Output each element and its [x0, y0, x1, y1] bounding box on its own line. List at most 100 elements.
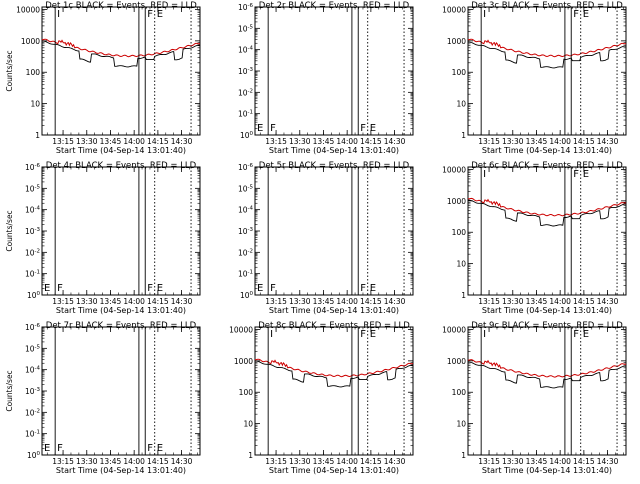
plot-frame	[41, 326, 201, 456]
lld-series-line	[468, 359, 627, 378]
plot-frame	[467, 166, 627, 296]
time-marker-label: F	[360, 283, 366, 294]
y-tick-label: 1	[35, 131, 40, 140]
y-tick-label: 10-6	[25, 323, 41, 332]
x-tick-label: 14:00	[549, 297, 571, 306]
x-tick-label: 13:15	[478, 457, 500, 466]
x-tick-label: 14:15	[573, 137, 595, 146]
time-marker-label: E	[370, 123, 376, 134]
y-tick-label: 10-1	[238, 110, 253, 119]
x-tick-label: 13:30	[502, 457, 524, 466]
time-marker-label: E	[157, 9, 163, 20]
events-series-line	[42, 40, 201, 68]
panel-title: Det 7r BLACK = Events, RED = LLD	[46, 321, 197, 331]
x-tick-label: 13:15	[478, 297, 500, 306]
x-axis-label: Start Time (04-Sep-14 13:01:40)	[482, 466, 612, 475]
plot-frame	[41, 6, 201, 136]
time-marker-label: F	[57, 443, 63, 454]
plot-frame	[254, 6, 414, 136]
y-tick-label: 100	[239, 388, 254, 397]
x-axis-label: Start Time (04-Sep-14 13:01:40)	[269, 146, 399, 155]
panel-title: Det 4r BLACK = Events, RED = LLD	[46, 161, 197, 171]
y-tick-label: 10-6	[238, 3, 254, 12]
x-tick-label: 14:15	[147, 297, 169, 306]
x-tick-label: 14:15	[360, 457, 382, 466]
y-tick-label: 10-2	[25, 248, 40, 257]
x-tick-label: 14:00	[123, 137, 145, 146]
y-tick-label: 10-4	[238, 46, 254, 55]
det-panel-4: Det 4r BLACK = Events, RED = LLD 100 10-1 1…	[5, 161, 201, 315]
x-axis-label: Start Time (04-Sep-14 13:01:40)	[269, 466, 399, 475]
lld-series-line	[467, 197, 627, 217]
y-tick-label: 10-3	[25, 387, 41, 396]
y-tick-label: 10-1	[238, 270, 253, 279]
events-series-line	[255, 360, 414, 388]
y-tick-label: 10000	[229, 325, 253, 334]
x-tick-label: 13:45	[313, 137, 335, 146]
y-tick-label: 1	[461, 291, 466, 300]
time-marker-label: I	[483, 329, 486, 340]
panel-title: Det 3c BLACK = Events, RED = LLD	[471, 1, 623, 11]
x-tick-label: 13:15	[265, 457, 287, 466]
plot-frame	[254, 166, 414, 296]
time-marker-label: E	[370, 283, 376, 294]
x-axis-label: Start Time (04-Sep-14 13:01:40)	[56, 306, 186, 315]
y-tick-label: 10-1	[25, 270, 40, 279]
x-tick-label: 13:45	[526, 457, 548, 466]
x-tick-label: 13:15	[265, 137, 287, 146]
panel-title: Det 9c BLACK = Events, RED = LLD	[471, 321, 623, 331]
x-tick-label: 13:15	[478, 137, 500, 146]
y-tick-label: 10-2	[238, 248, 253, 257]
y-tick-label: 10-1	[25, 430, 40, 439]
x-tick-label: 14:30	[384, 137, 406, 146]
y-axis-label: Counts/sec	[5, 50, 14, 91]
x-tick-label: 13:45	[100, 297, 122, 306]
y-tick-label: 1000	[21, 37, 40, 46]
x-tick-label: 14:30	[384, 297, 406, 306]
x-tick-label: 14:00	[336, 137, 358, 146]
lld-series-line	[41, 38, 201, 58]
y-tick-label: 1000	[447, 37, 466, 46]
y-tick-label: 10-3	[25, 227, 41, 236]
det-panel-9: Det 9c BLACK = Events, RED = LLD 1 10 100 10…	[442, 321, 627, 475]
x-tick-label: 13:30	[289, 297, 311, 306]
x-axis-label: Start Time (04-Sep-14 13:01:40)	[56, 466, 186, 475]
panel-title: Det 2r BLACK = Events, RED = LLD	[259, 1, 410, 11]
det-panel-7: Det 7r BLACK = Events, RED = LLD 100 10-1 1…	[5, 321, 201, 475]
events-series-line	[468, 41, 627, 69]
time-marker-label: E	[257, 283, 263, 294]
x-tick-label: 14:15	[360, 297, 382, 306]
x-axis-label: Start Time (04-Sep-14 13:01:40)	[482, 306, 612, 315]
panel-title: Det 1c BLACK = Events, RED = LLD	[45, 1, 197, 11]
time-marker-label: F	[147, 443, 153, 454]
time-marker-label: F	[270, 123, 276, 134]
x-tick-label: 13:45	[100, 457, 122, 466]
x-tick-label: 14:15	[147, 457, 169, 466]
x-tick-label: 14:15	[147, 137, 169, 146]
y-tick-label: 1000	[447, 357, 466, 366]
time-marker-label: E	[583, 9, 589, 20]
time-marker-label: F	[360, 123, 366, 134]
det-panel-6: Det 6c BLACK = Events, RED = LLD 1 10 100 10…	[442, 161, 627, 315]
y-tick-label: 100	[27, 451, 41, 460]
y-tick-label: 1	[461, 451, 466, 460]
x-axis-label: Start Time (04-Sep-14 13:01:40)	[269, 306, 399, 315]
x-tick-label: 13:30	[76, 457, 98, 466]
time-marker-label: E	[370, 329, 376, 340]
x-axis-label: Start Time (04-Sep-14 13:01:40)	[56, 146, 186, 155]
panel-title: Det 5r BLACK = Events, RED = LLD	[259, 161, 410, 171]
y-tick-label: 1000	[234, 357, 253, 366]
time-marker-label: F	[147, 9, 153, 20]
y-tick-label: 10	[456, 100, 466, 109]
x-tick-label: 14:30	[597, 297, 619, 306]
events-series-line	[468, 361, 627, 389]
y-axis-label: Counts/sec	[5, 210, 14, 251]
y-tick-label: 10	[456, 260, 466, 269]
y-tick-label: 1	[248, 451, 253, 460]
time-marker-label: E	[583, 329, 589, 340]
x-tick-label: 13:30	[76, 297, 98, 306]
x-tick-label: 14:00	[336, 457, 358, 466]
det-panel-1: Det 1c BLACK = Events, RED = LLD 1 10 100 10…	[5, 1, 201, 155]
y-tick-label: 1	[461, 131, 466, 140]
panel-title: Det 8c BLACK = Events, RED = LLD	[258, 321, 410, 331]
